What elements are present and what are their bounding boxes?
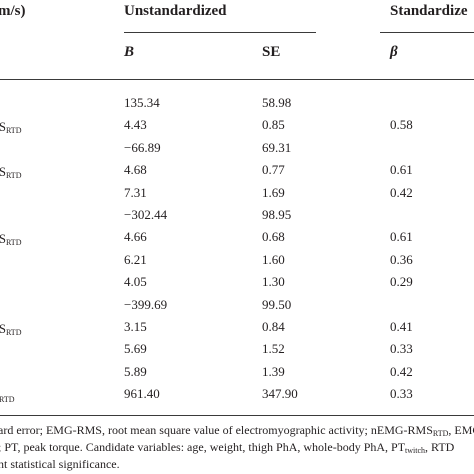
cell-se: 98.95	[262, 207, 292, 222]
cell-se: 1.69	[262, 184, 285, 200]
cell-se: 58.98	[262, 95, 292, 110]
row-label: SRTD	[0, 165, 22, 181]
cell-beta: 0.58	[390, 117, 413, 133]
row-label: RTD	[0, 395, 15, 405]
cell-b: 6.21	[124, 251, 147, 267]
beta-header: β	[390, 44, 398, 60]
footnote-line-2: ; PT, peak torque. Candidate variables: …	[0, 440, 455, 455]
cell-se: 0.85	[262, 117, 285, 133]
row-label: SRTD	[0, 322, 22, 337]
cell-b: 4.05	[124, 274, 147, 290]
cell-b: 5.69	[124, 341, 147, 357]
cell-se: 0.68	[262, 229, 285, 245]
cell-beta: 0.61	[390, 229, 413, 245]
cell-b: 5.89	[124, 363, 147, 379]
cell-beta: 0.42	[390, 184, 413, 200]
cell-se: 99.50	[262, 296, 292, 312]
cell-beta: 0.41	[390, 319, 413, 334]
cell-se: 1.30	[262, 274, 285, 290]
row-label: SRTD	[0, 232, 22, 248]
cell-beta: 0.33	[390, 341, 413, 357]
cell-beta: 0.33	[390, 386, 413, 402]
cell-b: −302.44	[124, 207, 168, 222]
cell-b: −66.89	[124, 139, 161, 155]
standardized-underline	[380, 32, 474, 33]
cell-b: 4.66	[124, 229, 147, 245]
cell-se: 1.60	[262, 251, 285, 267]
standardized-header: Standardize	[390, 3, 468, 19]
cell-b: 3.15	[124, 319, 147, 334]
se-header: SE	[262, 44, 281, 60]
cell-se: 0.77	[262, 162, 285, 178]
cell-se: 1.52	[262, 341, 285, 357]
unstandardized-header: Unstandardized	[124, 3, 227, 19]
cell-se: 347.90	[262, 386, 298, 402]
cell-beta: 0.29	[390, 274, 413, 290]
cell-b: 4.68	[124, 162, 147, 178]
cell-b: 4.43	[124, 117, 147, 133]
column-header-fragment: m/s)	[0, 3, 26, 19]
unstandardized-underline	[124, 32, 316, 33]
footnote-line-1: ard error; EMG-RMS, root mean square val…	[0, 423, 474, 438]
cell-se: 0.84	[262, 319, 285, 334]
b-header: B	[124, 44, 135, 60]
cell-beta: 0.61	[390, 162, 413, 178]
footnote-line-3: nt statistical significance.	[0, 457, 120, 471]
table-bottom-rule	[0, 415, 474, 416]
cell-beta: 0.42	[390, 363, 413, 379]
header-bottom-rule	[0, 79, 474, 80]
cell-b: −399.69	[124, 296, 168, 312]
cell-se: 1.39	[262, 363, 285, 379]
row-label: SRTD	[0, 120, 22, 136]
cell-beta: 0.36	[390, 251, 413, 267]
cell-b: 135.34	[124, 95, 160, 110]
cell-b: 961.40	[124, 386, 160, 402]
cell-se: 69.31	[262, 139, 292, 155]
cell-b: 7.31	[124, 184, 147, 200]
